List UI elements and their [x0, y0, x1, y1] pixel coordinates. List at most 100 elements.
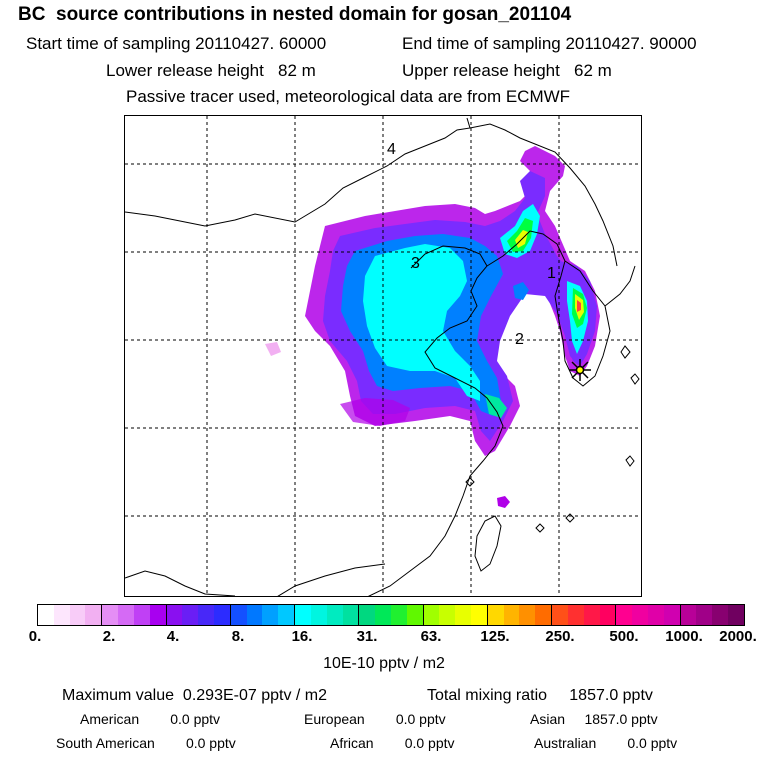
region-label-1: 1 [547, 265, 556, 282]
tick-label: 125. [480, 628, 510, 645]
tick-label: 16. [291, 628, 313, 645]
plot-title: BC source contributions in nested domain… [18, 4, 572, 25]
colorbar-swatch [471, 605, 487, 625]
colorbar-unit: 10E-10 pptv / m2 [323, 655, 445, 672]
colorbar-swatch [567, 605, 584, 625]
tick-label: 500. [609, 628, 639, 645]
tick-label: 1000. [665, 628, 703, 645]
colorbar-swatch [390, 605, 407, 625]
receptor-star-icon [569, 359, 591, 381]
region-label-2: 2 [515, 331, 524, 348]
colorbar-segment [359, 605, 424, 625]
colorbar-segment [552, 605, 617, 625]
plume-korea-red [577, 300, 581, 312]
colorbar-swatch [166, 605, 183, 625]
tick-label: 31. [356, 628, 378, 645]
colorbar [37, 604, 745, 626]
max-value-label: Maximum value 0.293E-07 pptv / m2 [62, 687, 328, 704]
total-mixing-label: Total mixing ratio 1857.0 pptv [427, 687, 653, 704]
colorbar-swatch [663, 605, 680, 625]
plume-shanghai-green [485, 394, 507, 418]
colorbar-swatch [198, 605, 214, 625]
colorbar-swatch [278, 605, 295, 625]
colorbar-swatch [359, 605, 376, 625]
colorbar-segment [38, 605, 103, 625]
south-american-contribution: South American 0.0 pptv [56, 735, 236, 751]
colorbar-swatch [728, 605, 744, 625]
lower-release-label: Lower release height 82 m [106, 61, 316, 80]
colorbar-swatch [133, 605, 150, 625]
start-time-label: Start time of sampling 20110427. 60000 [26, 34, 327, 53]
plume-dot-taiwan-strait [497, 496, 510, 508]
australian-contribution: Australian 0.0 pptv [534, 735, 678, 751]
colorbar-swatch [38, 605, 54, 625]
colorbar-swatch [213, 605, 230, 625]
colorbar-swatch [712, 605, 729, 625]
colorbar-swatch [295, 605, 311, 625]
colorbar-swatch [118, 605, 134, 625]
colorbar-swatch [616, 605, 633, 625]
colorbar-swatch [519, 605, 536, 625]
colorbar-swatch [310, 605, 327, 625]
plume-west-patch [265, 342, 281, 356]
colorbar-swatch [230, 605, 247, 625]
tick-label: 4. [166, 628, 180, 645]
map-canvas: 4 3 2 1 [125, 116, 641, 596]
plume-cyan [363, 244, 480, 401]
map-panel: 4 3 2 1 [124, 115, 642, 597]
colorbar-ticks: 0. 2. 4. 8. 16. 31. 63. 125. 250. 500. 1… [0, 628, 768, 648]
colorbar-swatch [246, 605, 263, 625]
tick-label: 2000. [719, 628, 757, 645]
coastlines [125, 117, 640, 596]
plume-south-patch [340, 398, 410, 426]
colorbar-swatch [439, 605, 456, 625]
colorbar-swatch [455, 605, 472, 625]
colorbar-swatch [423, 605, 440, 625]
colorbar-swatch [583, 605, 600, 625]
colorbar-segment [102, 605, 167, 625]
colorbar-swatch [535, 605, 552, 625]
colorbar-swatch [262, 605, 279, 625]
upper-release-label: Upper release height 62 m [402, 61, 612, 80]
concentration-plume [265, 146, 600, 508]
colorbar-swatch [182, 605, 199, 625]
tick-label: 0. [28, 628, 42, 645]
tick-label: 250. [545, 628, 575, 645]
european-contribution: European 0.0 pptv [304, 711, 446, 727]
colorbar-segment [423, 605, 488, 625]
tick-label: 8. [231, 628, 245, 645]
african-contribution: African 0.0 pptv [330, 735, 455, 751]
colorbar-segment [487, 605, 553, 625]
colorbar-segment [295, 605, 360, 625]
plume-dot-yellow-sea [513, 282, 529, 300]
colorbar-swatch [85, 605, 102, 625]
tracer-info-label: Passive tracer used, meteorological data… [126, 87, 571, 106]
colorbar-swatch [375, 605, 391, 625]
colorbar-swatch [342, 605, 359, 625]
colorbar-swatch [599, 605, 616, 625]
colorbar-segment [616, 605, 681, 625]
region-label-3: 3 [411, 255, 420, 272]
colorbar-swatch [149, 605, 166, 625]
colorbar-segment [166, 605, 231, 625]
american-contribution: American 0.0 pptv [80, 711, 221, 727]
colorbar-swatch [326, 605, 343, 625]
colorbar-swatch [406, 605, 423, 625]
colorbar-segment [680, 605, 744, 625]
colorbar-segment [230, 605, 296, 625]
colorbar-swatch [552, 605, 568, 625]
colorbar-swatch [696, 605, 713, 625]
colorbar-swatch [503, 605, 520, 625]
colorbar-swatch [102, 605, 119, 625]
lat-lon-grid [125, 116, 641, 596]
tick-label: 2. [102, 628, 116, 645]
tick-label: 63. [420, 628, 442, 645]
end-time-label: End time of sampling 20110427. 90000 [402, 34, 697, 53]
asian-contribution: Asian 1857.0 pptv [530, 711, 658, 727]
region-label-4: 4 [387, 141, 396, 158]
colorbar-swatch [487, 605, 504, 625]
colorbar-swatch [69, 605, 86, 625]
colorbar-swatch [648, 605, 664, 625]
colorbar-swatch [632, 605, 649, 625]
colorbar-swatch [680, 605, 697, 625]
